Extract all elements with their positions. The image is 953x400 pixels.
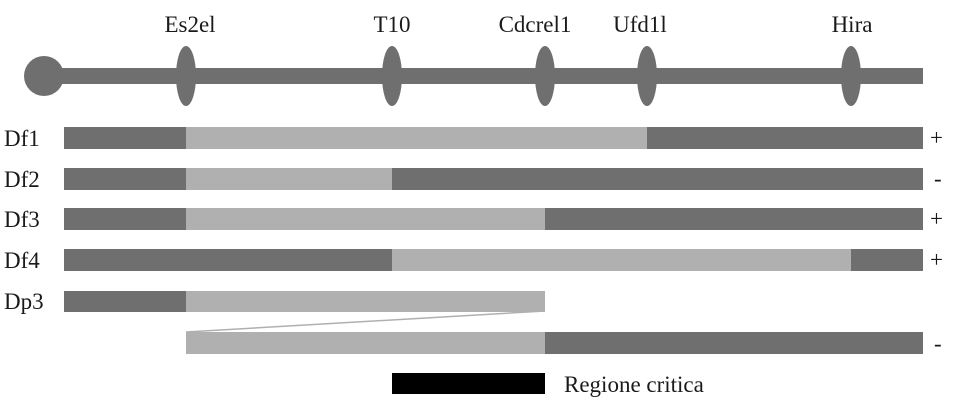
deleted-segment — [186, 168, 392, 190]
deleted-segment — [186, 208, 545, 230]
row-df2: Df2 - — [4, 166, 942, 192]
retained-segment — [64, 249, 392, 271]
retained-segment — [392, 168, 923, 190]
row-dp3: Dp3 — [4, 289, 546, 333]
retained-segment — [545, 332, 923, 354]
duplicated-segment — [186, 291, 545, 312]
critical-region-swatch — [392, 373, 545, 394]
critical-region-label: Regione critica — [564, 372, 704, 397]
marker-label-cdcrel1: Cdcrel1 — [499, 12, 572, 37]
retained-segment — [64, 127, 186, 149]
row-sign: - — [934, 166, 942, 191]
row-label: Df3 — [4, 207, 40, 232]
row-duplication-insert: - — [186, 331, 942, 356]
marker-ufd1l — [637, 46, 657, 106]
row-label: Dp3 — [4, 289, 44, 314]
retained-segment — [64, 291, 186, 312]
row-sign: + — [930, 206, 943, 231]
row-df4: Df4 + — [4, 247, 943, 273]
deleted-segment — [186, 127, 647, 149]
row-df3: Df3 + — [4, 206, 943, 232]
row-label: Df1 — [4, 126, 40, 151]
marker-es2el — [176, 46, 196, 106]
duplicated-segment — [186, 332, 545, 354]
retained-segment — [851, 249, 923, 271]
row-label: Df4 — [4, 248, 40, 273]
duplication-connector — [185, 310, 546, 333]
chromosome: Es2el T10 Cdcrel1 Ufd1l Hira — [24, 12, 923, 106]
marker-cdcrel1 — [535, 46, 555, 106]
row-sign: - — [934, 331, 942, 356]
marker-label-hira: Hira — [832, 12, 873, 37]
deleted-segment — [392, 249, 851, 271]
retained-segment — [647, 127, 923, 149]
row-df1: Df1 + — [4, 125, 943, 151]
marker-label-ufd1l: Ufd1l — [613, 12, 667, 37]
row-sign: + — [930, 125, 943, 150]
retained-segment — [64, 208, 186, 230]
marker-label-t10: T10 — [373, 12, 410, 37]
row-sign: + — [930, 247, 943, 272]
marker-hira — [841, 46, 861, 106]
retained-segment — [64, 168, 186, 190]
marker-t10 — [382, 46, 402, 106]
row-label: Df2 — [4, 167, 40, 192]
marker-label-es2el: Es2el — [164, 12, 215, 37]
retained-segment — [545, 208, 923, 230]
chromosome-bar — [44, 68, 923, 84]
legend: Regione critica — [392, 372, 704, 397]
